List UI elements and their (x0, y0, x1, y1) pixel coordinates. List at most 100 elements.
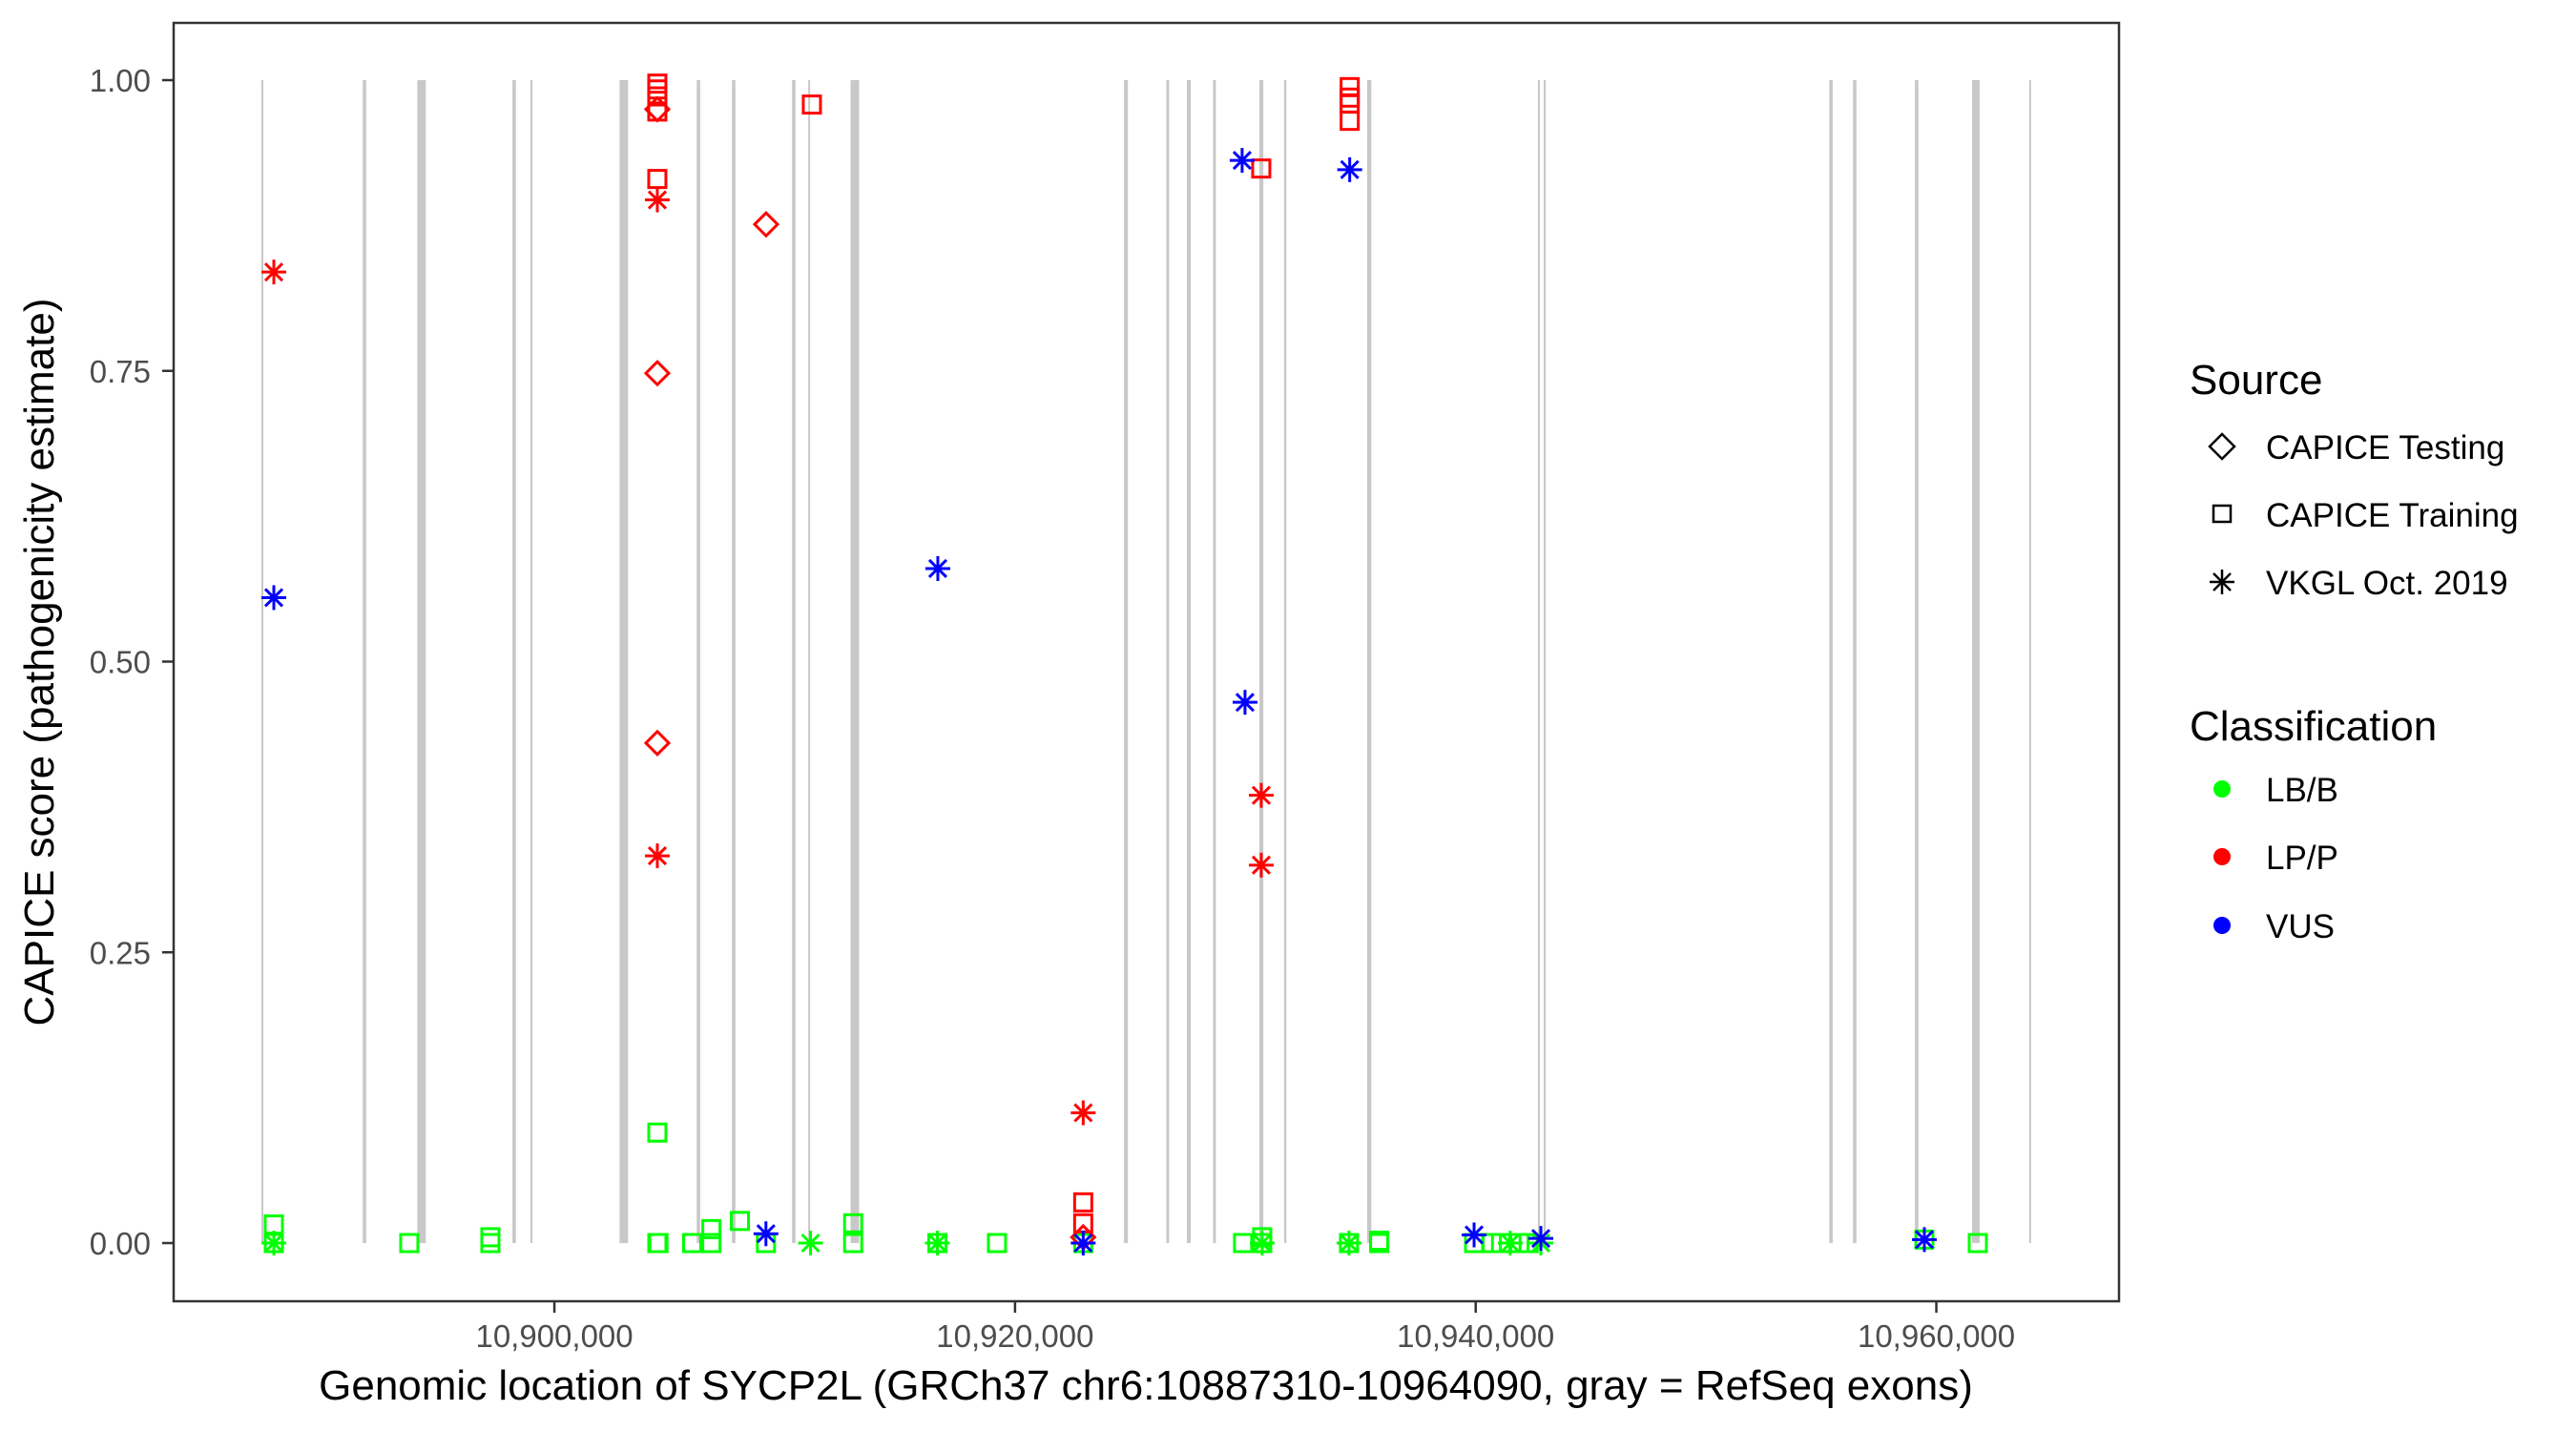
exon-band (1915, 80, 1919, 1243)
legend-label: LP/P (2266, 840, 2338, 877)
point-training-b (987, 1233, 1008, 1254)
legend-label: CAPICE Training (2266, 497, 2519, 534)
exon-band (1283, 80, 1287, 1243)
exon-band (512, 80, 516, 1243)
point-training-b (730, 1211, 751, 1232)
legend-label: CAPICE Testing (2266, 429, 2504, 467)
point-vkgl-u (261, 585, 287, 611)
point-vkgl-u (924, 555, 950, 581)
red-dot-icon (2213, 848, 2231, 865)
legend-label: VUS (2266, 908, 2335, 945)
exon-band (619, 80, 629, 1243)
point-training-b (480, 1227, 501, 1248)
exon-band (1259, 80, 1264, 1243)
point-training-p (1340, 93, 1361, 114)
exon-band (732, 80, 736, 1243)
point-training-b (1233, 1233, 1254, 1254)
point-training-b (1339, 1233, 1360, 1254)
point-training-p (1340, 87, 1361, 108)
exon-band (1853, 80, 1857, 1243)
point-training-p (647, 86, 668, 107)
x-tick-label: 10,920,000 (936, 1318, 1093, 1354)
y-axis-title: CAPICE score (pathogenicity estimate) (16, 299, 63, 1027)
point-training-b (701, 1218, 722, 1239)
data-points (261, 73, 1988, 1255)
point-training-p (1072, 1192, 1093, 1213)
y-tick-label: 0.00 (90, 1226, 151, 1261)
point-training-b (399, 1233, 420, 1254)
legend-item-lpp: LP/P (2213, 840, 2338, 877)
y-tick-label: 0.25 (90, 935, 151, 970)
point-training-p (1251, 158, 1272, 179)
point-training-b (701, 1233, 722, 1254)
point-training-p (1072, 1213, 1093, 1234)
plot-panel-border (172, 21, 2121, 1303)
point-vkgl-u (1229, 148, 1255, 174)
point-vkgl-p (1248, 852, 1274, 878)
y-tick-label: 1.00 (90, 63, 151, 98)
point-vkgl-u (1070, 1231, 1096, 1255)
point-training-p (801, 94, 822, 115)
point-training-b (842, 1233, 863, 1254)
point-vkgl-p (644, 187, 670, 213)
exon-band (850, 80, 860, 1243)
point-training-b (480, 1233, 501, 1254)
diamond-icon (2208, 432, 2236, 461)
exon-band (1543, 80, 1547, 1243)
point-training-p (647, 79, 668, 100)
green-dot-icon (2213, 780, 2231, 798)
exon-band (2028, 80, 2031, 1243)
exon-band (1213, 80, 1216, 1243)
x-tick-label: 10,960,000 (1858, 1318, 2015, 1354)
legend: Source CAPICE Testing CAPICE Training VK… (2190, 357, 2519, 945)
legend-title-source: Source (2190, 357, 2322, 404)
legend-label: LB/B (2266, 772, 2338, 809)
point-training-p (647, 73, 668, 94)
point-vkgl-p (1248, 782, 1274, 808)
point-training-p (1340, 76, 1361, 97)
exon-band (1537, 80, 1541, 1243)
exon-band (363, 80, 366, 1243)
point-training-b (648, 1233, 669, 1254)
legend-title-classification: Classification (2190, 703, 2437, 750)
point-training-p (647, 169, 668, 190)
point-training-b (681, 1233, 702, 1254)
point-vkgl-p (644, 843, 670, 869)
point-vkgl-p (1070, 1100, 1096, 1126)
point-testing-p (752, 211, 780, 238)
exon-band (696, 80, 700, 1243)
point-training-b (1967, 1233, 1988, 1254)
point-training-p (1340, 111, 1361, 132)
legend-item-capice-testing: CAPICE Testing (2208, 429, 2504, 467)
exon-band (260, 80, 263, 1243)
blue-dot-icon (2213, 917, 2231, 934)
point-testing-p (643, 729, 672, 757)
exon-band (1166, 80, 1170, 1243)
legend-item-lbb: LB/B (2213, 772, 2338, 809)
exon-band (417, 80, 426, 1243)
exon-band (1367, 80, 1372, 1243)
point-vkgl-p (261, 259, 287, 285)
x-axis-title: Genomic location of SYCP2L (GRCh37 chr6:… (319, 1362, 1973, 1409)
exon-band (1186, 80, 1192, 1243)
legend-item-vkgl: VKGL Oct. 2019 (2210, 565, 2508, 602)
legend-item-vus: VUS (2213, 908, 2335, 945)
point-training-b (1369, 1233, 1390, 1254)
y-tick-label: 0.75 (90, 354, 151, 389)
point-training-p (647, 101, 668, 122)
axes: 0.00 0.25 0.50 0.75 1.00 10,900,000 10,920,000… (90, 63, 2015, 1354)
x-tick-label: 10,940,000 (1397, 1318, 1554, 1354)
exon-band (792, 80, 796, 1243)
square-icon (2212, 504, 2233, 524)
exon-band (1124, 80, 1129, 1243)
point-vkgl-b (261, 1231, 287, 1255)
point-vkgl-u (1232, 690, 1257, 716)
x-tick-label: 10,900,000 (475, 1318, 633, 1354)
asterisk-icon (2210, 570, 2234, 594)
point-training-b (842, 1213, 863, 1234)
exon-band (808, 80, 811, 1243)
exon-bands (260, 80, 2031, 1243)
point-vkgl-u (753, 1221, 779, 1247)
exon-band (1829, 80, 1833, 1243)
